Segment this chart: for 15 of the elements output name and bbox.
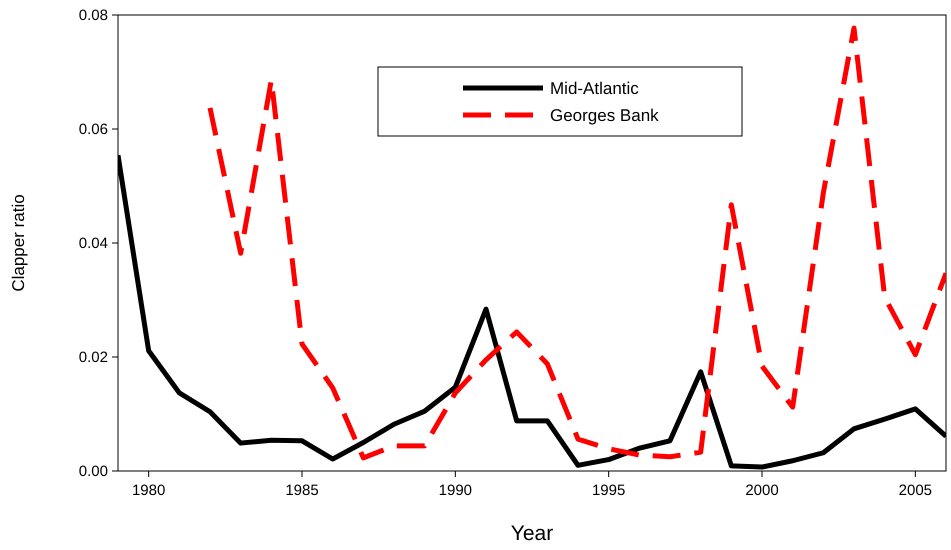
legend-label: Mid-Atlantic: [550, 79, 640, 98]
x-tick-label: 1990: [438, 482, 472, 499]
x-tick-label: 2000: [745, 482, 779, 499]
y-tick-label: 0.08: [78, 7, 108, 24]
y-axis-title: Clapper ratio: [9, 194, 28, 292]
x-axis-title: Year: [510, 522, 554, 545]
y-tick-label: 0.02: [78, 349, 108, 366]
x-tick-label: 2005: [898, 482, 932, 499]
y-tick-label: 0.04: [78, 235, 108, 252]
y-tick-label: 0.06: [78, 121, 108, 138]
x-tick-label: 1995: [592, 482, 626, 499]
y-tick-label: 0.00: [78, 463, 108, 480]
x-tick-label: 1980: [132, 482, 166, 499]
x-tick-label: 1985: [285, 482, 319, 499]
legend-label: Georges Bank: [550, 106, 660, 125]
